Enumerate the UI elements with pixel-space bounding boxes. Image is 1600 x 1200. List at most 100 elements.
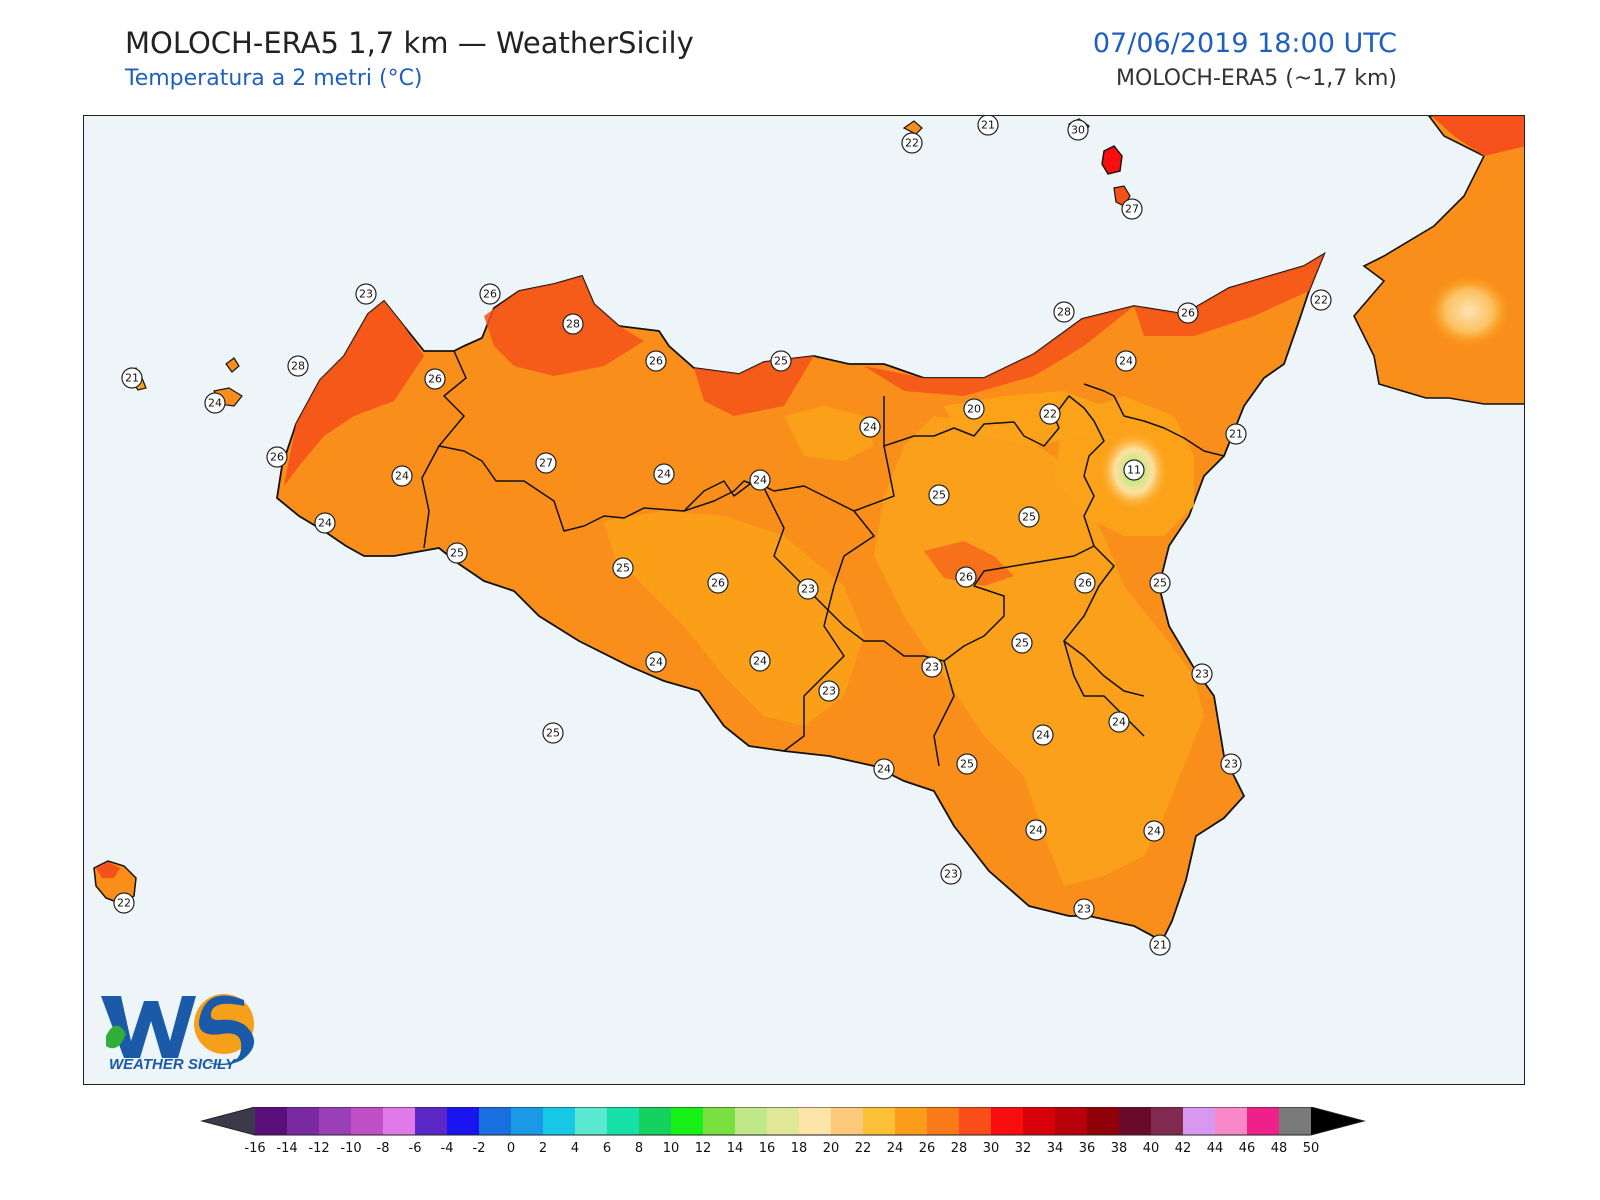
colorbar-cell [255,1107,287,1135]
station-marker: 26 [707,572,729,594]
station-circle [1074,572,1096,594]
station-circle [1073,898,1095,920]
station-temperature: 25 [1022,511,1036,524]
colorbar-cell [1279,1107,1311,1135]
station-marker: 24 [1143,820,1165,842]
colorbar-cell [1215,1107,1247,1135]
colorbar-tick-label: 34 [1047,1141,1064,1156]
station-circle [1025,819,1047,841]
pantelleria-hot [96,862,120,878]
station-temperature: 24 [657,468,671,481]
hot-inland-spot [924,541,1014,586]
station-marker: 11 [1123,459,1145,481]
logo-text: WEATHER SICILY [109,1056,236,1073]
model-name: MOLOCH-ERA5 (~1,7 km) [1115,66,1397,91]
station-marker: 26 [424,368,446,390]
station-marker: 23 [940,863,962,885]
station-marker: 24 [1115,350,1137,372]
station-temperature: 11 [1127,464,1141,477]
station-marker: 27 [535,452,557,474]
station-circle [940,863,962,885]
station-temperature: 25 [450,547,464,560]
station-marker: 21 [121,367,143,389]
colorbar-tick-label: 32 [1015,1141,1032,1156]
colorbar-cell [575,1107,607,1135]
station-marker: 26 [266,446,288,468]
station-circle [562,313,584,335]
colorbar-cell [1183,1107,1215,1135]
station-circle [1039,403,1061,425]
station-marker: 24 [873,758,895,780]
colorbar-cell [927,1107,959,1135]
station-marker: 24 [749,650,771,672]
station-temperature: 25 [1153,577,1167,590]
station-temperature: 22 [1043,408,1057,421]
station-marker: 25 [612,557,634,579]
station-marker: 22 [113,892,135,914]
mild-east [874,416,1204,886]
colorbar-cell [511,1107,543,1135]
station-temperature: 24 [1029,824,1043,837]
colorbar-cell [319,1107,351,1135]
station-circle [1149,572,1171,594]
colorbar-tick-label: 8 [635,1141,643,1156]
station-temperature: 25 [546,727,560,740]
colorbar-tick-label: 50 [1303,1141,1320,1156]
colorbar-cells [200,1107,1366,1136]
station-marker: 23 [1220,753,1242,775]
station-circle [1032,724,1054,746]
station-temperature: 28 [1057,306,1071,319]
station-temperature: 24 [208,397,222,410]
station-circle [1310,289,1332,311]
station-temperature: 24 [863,421,877,434]
station-temperature: 26 [1078,577,1092,590]
colorbar-tick-label: 0 [507,1141,515,1156]
station-marker: 25 [928,484,950,506]
mild-madonie [784,406,874,461]
station-temperature: 23 [1224,758,1238,771]
colorbar-cell [671,1107,703,1135]
station-circle [963,398,985,420]
calabria-hot-strip [1432,116,1524,156]
station-temperature: 21 [1153,939,1167,952]
colorbar-cell [799,1107,831,1135]
station-marker: 26 [1074,572,1096,594]
colorbar-tick-label: 48 [1271,1141,1288,1156]
station-circle [707,572,729,594]
colorbar-tick-label: 46 [1239,1141,1256,1156]
colorbar-tick-label: 4 [571,1141,579,1156]
station-circle [266,446,288,468]
station-circle [653,463,675,485]
station-circle [921,656,943,678]
station-temperature: 23 [925,661,939,674]
station-temperature: 24 [1036,729,1050,742]
colorbar-cell [383,1107,415,1135]
colorbar-cell [639,1107,671,1135]
station-circle [1011,632,1033,654]
station-circle [1053,301,1075,323]
colorbar-tick-label: 20 [823,1141,840,1156]
station-marker: 26 [479,283,501,305]
colorbar-cell [351,1107,383,1135]
station-circle [818,680,840,702]
levanzo-island [225,357,240,373]
station-circle [977,116,999,136]
colorbar-tick-label: 30 [983,1141,1000,1156]
station-marker: 24 [1032,724,1054,746]
station-temperature: 26 [711,577,725,590]
station-marker: 23 [1191,663,1213,685]
colorbar-tick-label: 40 [1143,1141,1160,1156]
station-temperature: 26 [1181,307,1195,320]
station-marker: 24 [1025,819,1047,841]
station-circle [770,350,792,372]
colorbar-tick-label: 38 [1111,1141,1128,1156]
colorbar-cell [1151,1107,1183,1135]
colorbar-tick-label: 22 [855,1141,872,1156]
colorbar-cell [959,1107,991,1135]
station-circle [1108,711,1130,733]
station-marker: 25 [1011,632,1033,654]
colorbar-cell [991,1107,1023,1135]
station-circle [956,753,978,775]
station-circle [535,452,557,474]
station-temperature: 28 [291,360,305,373]
